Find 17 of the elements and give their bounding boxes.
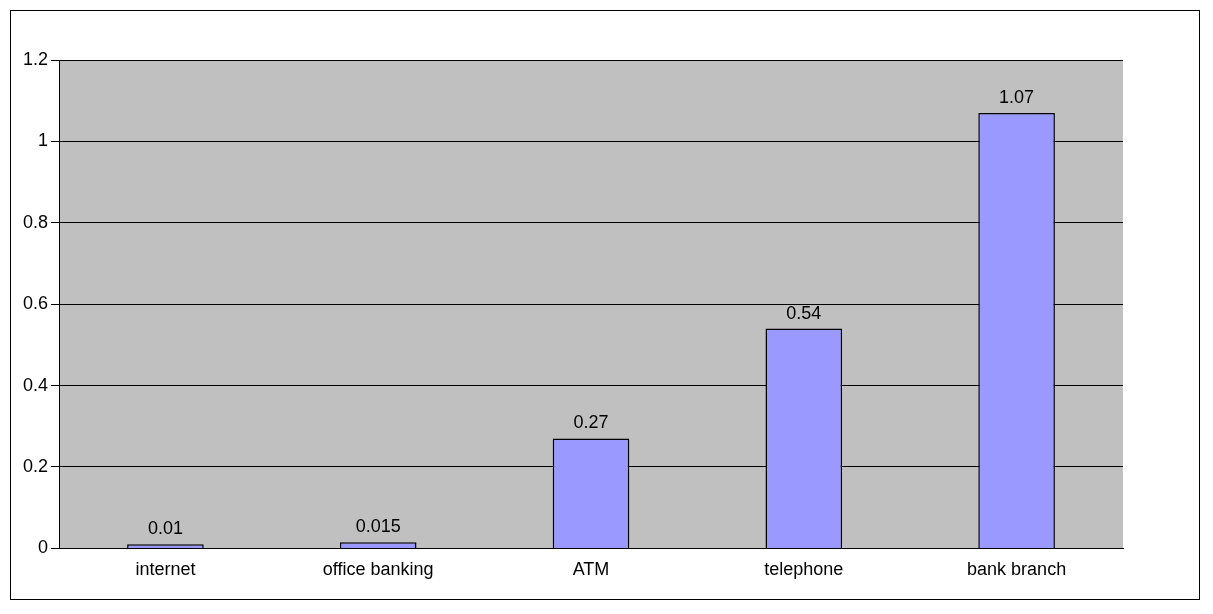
- data-label: 1.07: [999, 86, 1035, 107]
- y-tick-label: 0.8: [22, 211, 49, 232]
- y-tick-label: 1.2: [22, 48, 49, 69]
- y-tick-label: 0.2: [22, 455, 49, 476]
- x-tick-label: telephone: [764, 559, 844, 580]
- data-label: 0.54: [786, 302, 822, 323]
- x-tick-label: ATM: [572, 559, 610, 580]
- y-tick-label: 0.4: [22, 374, 49, 395]
- x-tick-label: bank branch: [967, 559, 1067, 580]
- data-label: 0.01: [147, 518, 183, 539]
- y-tick-label: 0: [38, 537, 49, 558]
- data-label: 0.27: [573, 412, 609, 433]
- y-tick-label: 1: [38, 130, 49, 151]
- x-tick-label: internet: [135, 559, 196, 580]
- x-tick-label: office banking: [322, 559, 434, 580]
- data-label: 0.015: [355, 516, 401, 537]
- y-tick-label: 0.6: [22, 293, 49, 314]
